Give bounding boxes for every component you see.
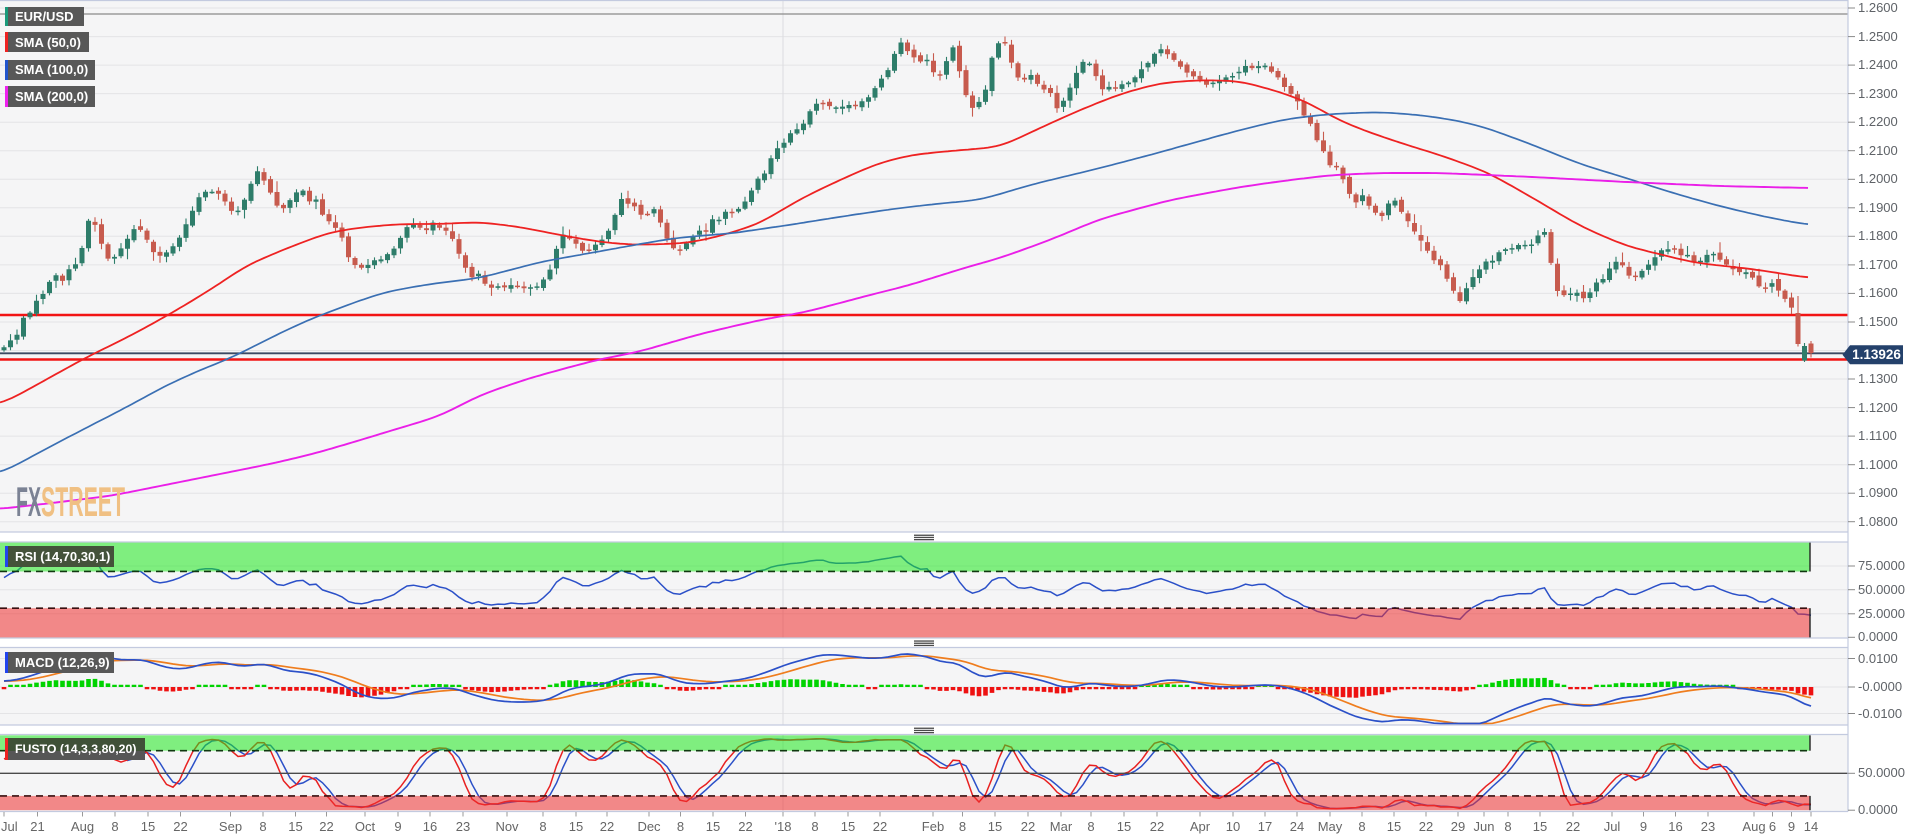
svg-text:STREET: STREET — [41, 478, 125, 525]
svg-text:FX: FX — [16, 478, 41, 525]
